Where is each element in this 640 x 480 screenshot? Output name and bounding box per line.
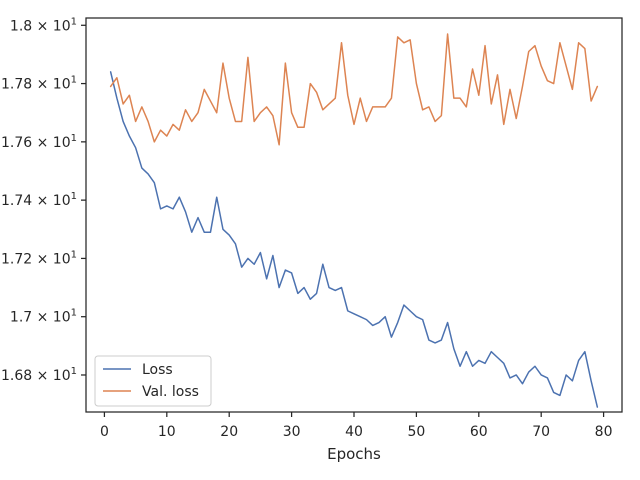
y-tick-label: 1.74 × 101 <box>1 191 77 209</box>
x-tick-label: 50 <box>407 424 425 440</box>
x-tick-label: 70 <box>532 424 550 440</box>
x-tick-label: 0 <box>100 424 109 440</box>
y-axis: 1.68 × 101 1.7 × 101 1.72 × 101 1.74 × 101 1… <box>1 16 86 384</box>
series-line-val-loss <box>109 33 599 146</box>
y-tick-label: 1.78 × 101 <box>1 75 77 93</box>
x-axis-title: Epochs <box>327 445 381 463</box>
series-line-loss <box>109 71 599 408</box>
legend: Loss Val. loss <box>94 355 212 407</box>
legend-label: Val. loss <box>142 384 199 400</box>
series-layer <box>109 33 599 408</box>
y-tick-label: 1.72 × 101 <box>1 249 77 267</box>
legend-label: Loss <box>142 362 173 378</box>
x-tick-label: 40 <box>345 424 363 440</box>
y-tick-label: 1.68 × 101 <box>1 366 77 384</box>
x-tick-label: 30 <box>283 424 301 440</box>
x-tick-label: 10 <box>158 424 176 440</box>
y-tick-label: 1.76 × 101 <box>1 133 77 151</box>
x-axis: 0 10 20 30 40 50 60 70 80 <box>100 412 613 440</box>
x-tick-label: 80 <box>595 424 613 440</box>
y-tick-label: 1.8 × 101 <box>10 16 77 34</box>
y-tick-label: 1.7 × 101 <box>10 308 77 326</box>
x-tick-label: 20 <box>220 424 238 440</box>
x-tick-label: 60 <box>470 424 488 440</box>
